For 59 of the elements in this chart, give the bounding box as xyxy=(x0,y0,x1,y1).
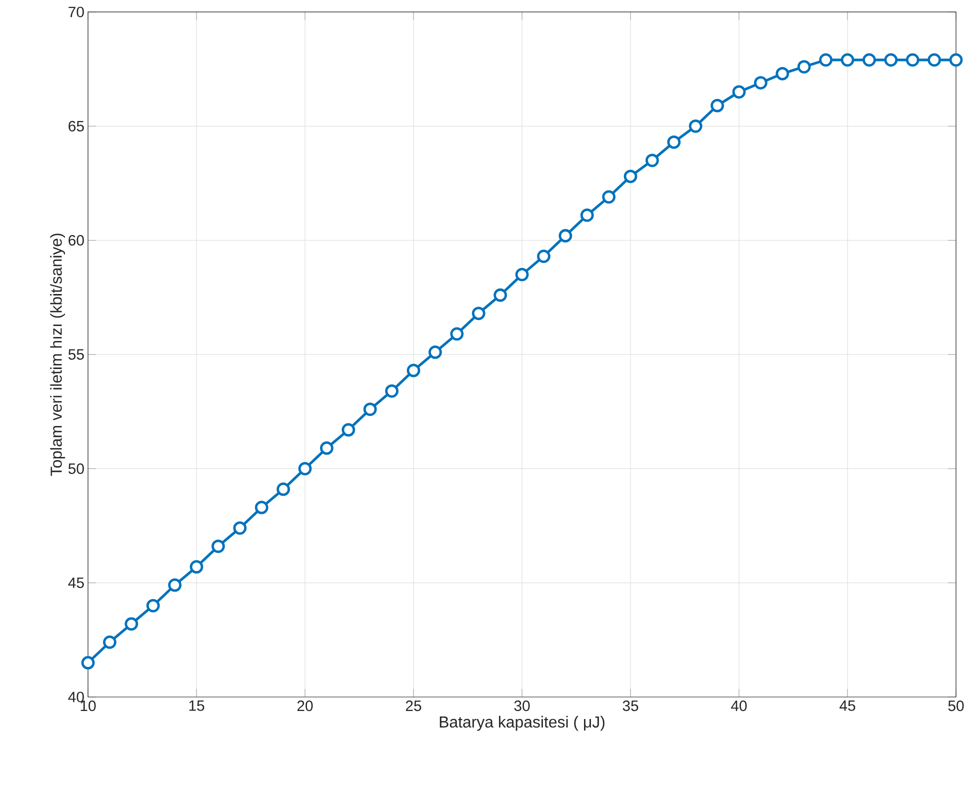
point xyxy=(710,98,724,112)
point xyxy=(754,76,768,90)
y-tick-label: 40 xyxy=(68,692,84,702)
y-tick-label: 60 xyxy=(68,235,84,246)
point xyxy=(819,53,832,67)
point xyxy=(428,346,442,359)
x-tick-label: 45 xyxy=(840,700,856,711)
y-tick-label: 55 xyxy=(68,349,84,360)
x-tick-label: 20 xyxy=(297,700,313,712)
point xyxy=(884,53,898,67)
point xyxy=(624,170,638,184)
x-tick-label: 25 xyxy=(406,700,422,712)
point xyxy=(580,208,594,222)
point xyxy=(190,560,204,574)
point xyxy=(146,598,160,612)
point xyxy=(797,60,811,74)
point xyxy=(320,441,334,455)
x-tick-label: 40 xyxy=(731,700,747,712)
point xyxy=(928,53,941,67)
x-tick-label: 30 xyxy=(514,700,530,712)
x-tick-label: 10 xyxy=(80,700,96,712)
y-tick-label: 70 xyxy=(68,6,84,18)
y-tick-label: 45 xyxy=(68,578,84,588)
point xyxy=(276,482,290,496)
y-axis-title: Toplam veri iletim hızı (kbit/saniye) xyxy=(50,234,66,476)
point xyxy=(212,540,225,553)
point xyxy=(342,423,356,437)
point xyxy=(537,250,550,263)
point xyxy=(515,268,529,282)
y-tick-label: 50 xyxy=(68,463,84,474)
point xyxy=(732,85,746,99)
point xyxy=(688,119,702,133)
point xyxy=(862,53,876,67)
point xyxy=(494,288,507,302)
x-tick-label: 35 xyxy=(622,700,638,712)
point xyxy=(776,66,790,80)
point xyxy=(472,306,486,320)
point xyxy=(646,154,659,168)
point xyxy=(298,462,312,476)
point xyxy=(103,635,116,649)
point xyxy=(81,656,95,670)
point xyxy=(124,617,138,631)
point xyxy=(168,578,182,592)
point xyxy=(254,500,268,514)
x-tick-label: 15 xyxy=(189,700,204,711)
x-tick-label: 50 xyxy=(948,700,964,712)
point xyxy=(602,190,616,204)
point xyxy=(385,384,398,398)
point xyxy=(906,53,920,67)
point xyxy=(558,229,572,242)
point xyxy=(233,521,247,535)
point xyxy=(363,402,377,416)
point xyxy=(840,53,854,67)
point xyxy=(949,53,963,67)
x-axis-title: Batarya kapasitesi ( μJ) xyxy=(440,716,604,731)
point xyxy=(450,327,464,341)
y-tick-label: 65 xyxy=(68,120,84,132)
point xyxy=(667,135,681,149)
point xyxy=(406,364,420,378)
